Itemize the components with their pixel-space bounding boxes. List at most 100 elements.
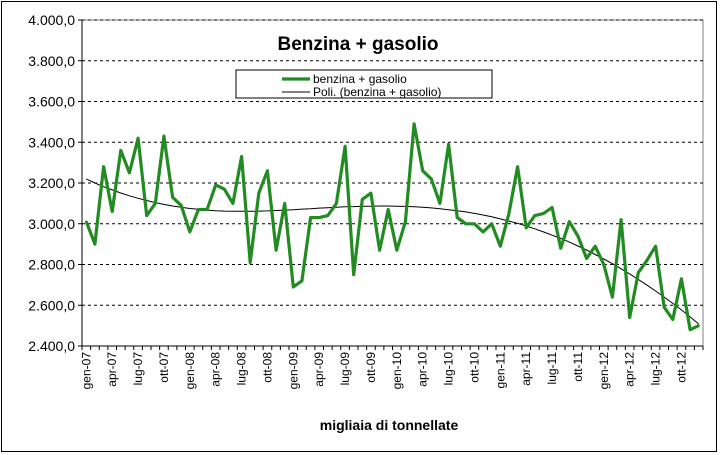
x-tick-label: lug-09 [338,352,352,386]
y-tick-label: 4.000,0 [28,12,75,28]
x-tick-label: ott-11 [571,352,585,382]
data-point [214,183,217,187]
data-point [481,230,485,234]
y-tick-label: 3.000,0 [28,216,75,232]
data-point [473,222,476,225]
data-point [240,155,243,158]
x-tick-label: gen-10 [390,352,404,390]
y-tick-label: 3.200,0 [28,175,75,191]
data-point [464,222,468,225]
data-point [585,257,588,260]
data-point [248,261,252,264]
data-point [292,285,295,289]
y-tick-label: 3.400,0 [28,134,75,150]
x-tick-label: ott-08 [260,352,274,383]
data-point [568,220,571,223]
data-point [576,234,580,238]
data-point [662,306,666,309]
data-point [300,279,304,282]
data-point [93,242,97,246]
data-point [352,273,355,276]
data-point [611,295,614,299]
data-point [438,202,442,205]
data-point [326,214,330,217]
data-point [179,204,183,207]
data-point [430,177,433,181]
data-point [645,259,649,262]
data-point [145,214,148,217]
data-point [671,318,675,321]
legend-box [235,69,493,99]
data-point [231,202,235,205]
data-point [516,165,519,168]
data-point [680,277,683,280]
x-tick-label: lug-10 [442,352,456,386]
data-point [524,226,528,230]
data-point [197,208,200,211]
data-point [128,171,131,175]
y-tick-label: 3.800,0 [28,53,75,69]
x-tick-label: gen-09 [286,352,300,390]
x-tick-label: gen-08 [183,352,197,390]
x-tick-label: ott-09 [364,352,378,383]
data-point [593,244,597,248]
data-point [602,263,606,266]
legend-label-trend: Poli. (benzina + gasolio) [313,85,441,99]
x-tick-label: gen-07 [79,352,93,390]
data-point [654,244,657,248]
data-point [274,249,278,252]
data-point [688,328,692,331]
data-point [317,216,321,219]
x-axis: gen-07 apr-07 lug-07 ott-07 gen-08 apr-08 lug-… [79,20,704,390]
data-point [637,271,640,274]
x-tick-label: apr-12 [623,352,637,387]
data-point [550,206,554,209]
y-tick-label: 3.600,0 [28,94,75,110]
x-tick-label: lug-11 [545,352,559,385]
trend-line-series [86,178,700,325]
data-point [188,230,192,234]
y-tick-label: 2.400,0 [28,338,75,354]
data-point [455,216,459,219]
main-data-series [84,122,700,332]
x-tick-label: ott-07 [157,352,171,383]
data-point [378,249,381,252]
x-tick-label: ott-12 [674,352,688,383]
data-point [343,145,347,148]
data-point [447,143,450,146]
data-point [85,220,88,223]
legend: benzina + gasolio Poli. (benzina + gasol… [235,69,493,99]
data-point [309,216,312,219]
y-tick-label: 2.600,0 [28,297,75,313]
data-point [266,169,269,172]
x-tick-label: gen-12 [597,352,611,390]
data-point [404,220,407,223]
data-point [628,316,631,319]
x-tick-label: apr-09 [312,352,326,387]
data-point [412,122,416,126]
y-tick-label: 2.800,0 [28,257,75,273]
data-point [559,247,562,250]
data-point [533,214,537,217]
data-point [395,249,399,252]
x-tick-label: apr-07 [105,352,119,387]
x-tick-label: apr-11 [519,352,533,386]
x-tick-label: lug-08 [235,352,249,386]
data-point [499,244,502,248]
data-point [542,212,545,215]
x-tick-label: apr-10 [416,352,430,387]
data-points [85,122,700,331]
data-point [421,169,424,172]
x-tick-label: lug-07 [131,352,145,386]
plot-area [81,19,704,347]
x-tick-label: ott-10 [467,352,481,383]
data-point [283,202,286,205]
data-point [154,202,157,205]
data-point [386,208,390,211]
data-point [119,149,123,152]
data-point [361,198,364,201]
data-point [102,165,105,168]
data-point [369,191,373,195]
data-point [136,136,140,140]
